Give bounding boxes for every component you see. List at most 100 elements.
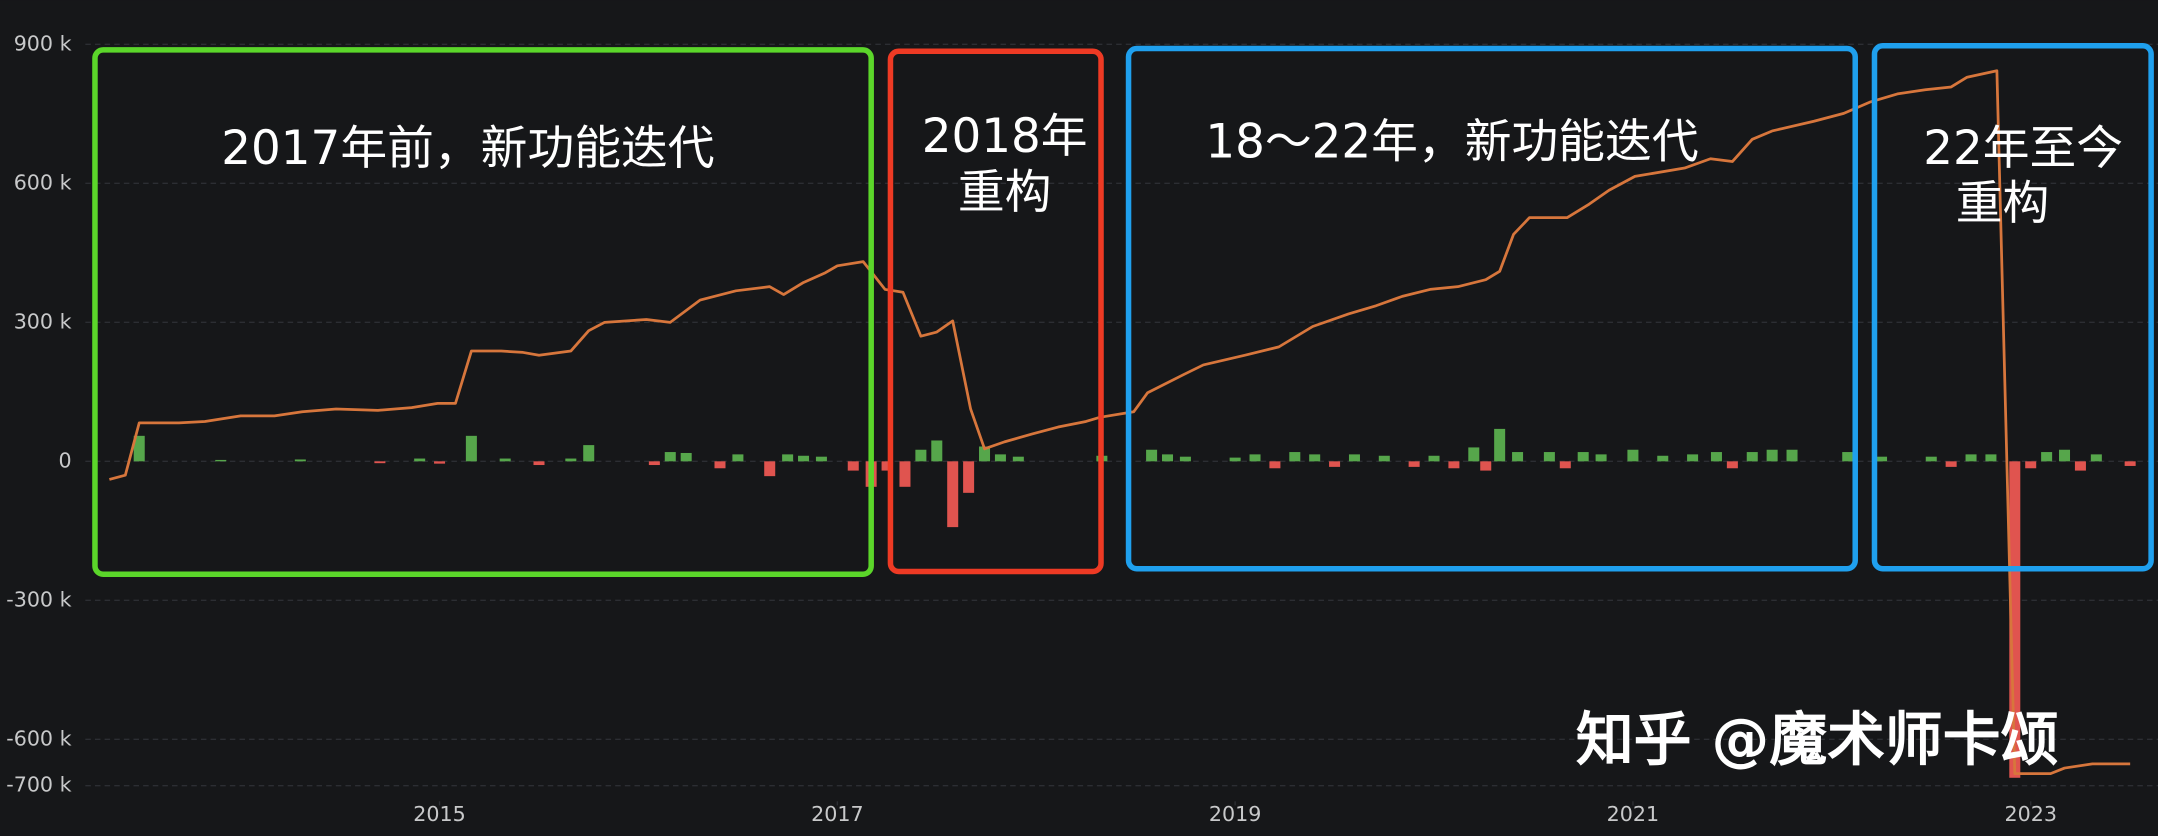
- bar: [1842, 452, 1854, 462]
- bar: [1146, 449, 1158, 462]
- y-tick-label: 600 k: [14, 170, 72, 194]
- annotation-text: 重构: [1956, 177, 2050, 231]
- bar: [1162, 454, 1174, 462]
- annotation-box: [1871, 42, 2154, 572]
- bar: [1480, 461, 1492, 471]
- bar: [434, 461, 446, 464]
- bar: [714, 461, 726, 469]
- bar: [979, 446, 991, 462]
- bar: [1249, 454, 1261, 462]
- bar: [1494, 428, 1506, 462]
- bar: [565, 458, 577, 462]
- bar: [1559, 461, 1571, 469]
- annotation-text: 22年至今: [1923, 122, 2123, 176]
- bar: [1985, 454, 1997, 462]
- bar: [664, 452, 676, 462]
- bar: [680, 452, 692, 462]
- bar: [1786, 449, 1798, 462]
- y-tick-label: -300 k: [6, 587, 71, 611]
- bar: [798, 455, 810, 462]
- bar: [1348, 454, 1360, 462]
- bar: [1428, 455, 1440, 462]
- bar: [1543, 452, 1555, 462]
- bar: [1965, 454, 1977, 462]
- x-tick-label: 2017: [811, 802, 864, 826]
- bar: [374, 461, 386, 464]
- bar: [583, 445, 595, 462]
- bar: [2009, 461, 2021, 778]
- annotation-text: 18～22年，新功能迭代: [1205, 115, 1698, 169]
- bar: [994, 454, 1006, 462]
- bar: [1229, 457, 1241, 462]
- bar: [2090, 454, 2102, 462]
- bar: [847, 461, 859, 471]
- bar: [963, 461, 975, 493]
- grid: 900 k 600 k 300 k 0 -300 k -600 k -700 k 2015 20…: [6, 31, 2158, 826]
- bar: [1627, 449, 1639, 462]
- x-tick-label: 2023: [2004, 802, 2057, 826]
- bar: [782, 454, 794, 462]
- y-tick-label: 0: [58, 448, 71, 472]
- bar: [1726, 461, 1738, 469]
- bar: [533, 461, 545, 466]
- bar: [1448, 461, 1460, 469]
- bar: [1179, 456, 1191, 462]
- bar: [1309, 454, 1321, 462]
- bar: [915, 449, 927, 462]
- bar: [499, 458, 511, 462]
- watermark: 知乎 @魔术师卡颂: [1576, 706, 2059, 774]
- bar: [1746, 452, 1758, 462]
- bar: [1408, 461, 1420, 467]
- bar: [1329, 461, 1341, 467]
- bar: [465, 435, 477, 462]
- line: [109, 69, 2131, 775]
- annotation-box: [1125, 45, 1858, 572]
- bar: [1766, 449, 1778, 462]
- bar: [215, 459, 227, 462]
- bar: [1269, 461, 1281, 469]
- bar: [1012, 456, 1024, 462]
- bar: [2041, 452, 2053, 462]
- bar: [1595, 454, 1607, 462]
- bar: [1378, 455, 1390, 462]
- bar: [732, 454, 744, 462]
- bar: [1289, 452, 1301, 462]
- bar: [2074, 461, 2086, 471]
- bar: [1925, 456, 1937, 462]
- annotation-text: 2017年前，新功能迭代: [221, 122, 714, 176]
- bar: [1577, 452, 1589, 462]
- annotation-box: [92, 47, 874, 577]
- x-tick-label: 2015: [413, 802, 466, 826]
- bar: [764, 461, 776, 477]
- annotation-text: 重构: [958, 166, 1052, 220]
- bar: [1876, 456, 1888, 462]
- bar: [815, 456, 827, 462]
- bar: [1468, 447, 1480, 462]
- bar: [1945, 461, 1957, 467]
- bar: [2025, 461, 2037, 469]
- y-tick-label: 300 k: [14, 309, 72, 333]
- y-tick-label: 900 k: [14, 31, 72, 55]
- bar: [1657, 455, 1669, 462]
- bar: [1687, 454, 1699, 462]
- bar: [931, 440, 943, 462]
- x-tick-label: 2021: [1607, 802, 1660, 826]
- annotation-text: 2018年: [922, 110, 1088, 164]
- bar: [648, 461, 660, 466]
- x-tick-label: 2019: [1209, 802, 1262, 826]
- bar: [1710, 452, 1722, 462]
- y-tick-label: -600 k: [6, 726, 71, 750]
- bar: [1512, 452, 1524, 462]
- annotation-box: [887, 48, 1104, 575]
- bar: [899, 461, 911, 487]
- bar: [294, 459, 306, 462]
- y-tick-label: -700 k: [6, 773, 71, 797]
- bar: [947, 461, 959, 528]
- marks: [109, 69, 2136, 778]
- bar: [2124, 461, 2136, 466]
- bar: [414, 458, 426, 462]
